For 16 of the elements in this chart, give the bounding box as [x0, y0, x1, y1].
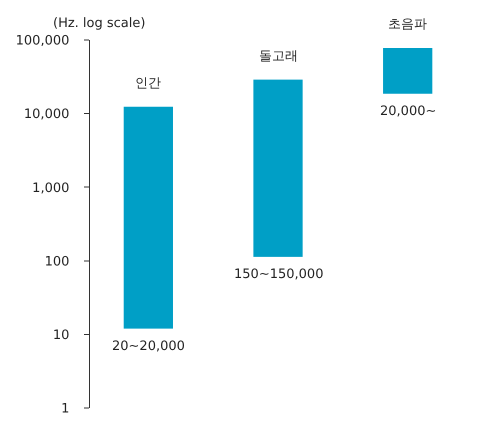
y-tick-label: 10,000 [24, 107, 70, 122]
annotation: 20~20,000 [112, 339, 185, 354]
y-tick-label: 100 [44, 254, 70, 270]
y-axis-title: (Hz. log scale) [53, 16, 146, 31]
annotation: 20,000~ [380, 104, 436, 119]
annotation: 150~150,000 [234, 267, 324, 282]
y-tick-label: 10 [52, 328, 70, 343]
bar [383, 48, 432, 94]
y-tick-label: 1,000 [32, 180, 70, 196]
bar [124, 106, 173, 329]
y-tick-label: 100,000 [16, 34, 70, 49]
x-tick-label: 돌고래 [259, 49, 298, 64]
bar [253, 80, 303, 257]
x-tick-label: 인간 [135, 76, 161, 91]
y-tick-label: 1 [61, 402, 70, 417]
x-tick-label: 초음파 [388, 17, 427, 32]
